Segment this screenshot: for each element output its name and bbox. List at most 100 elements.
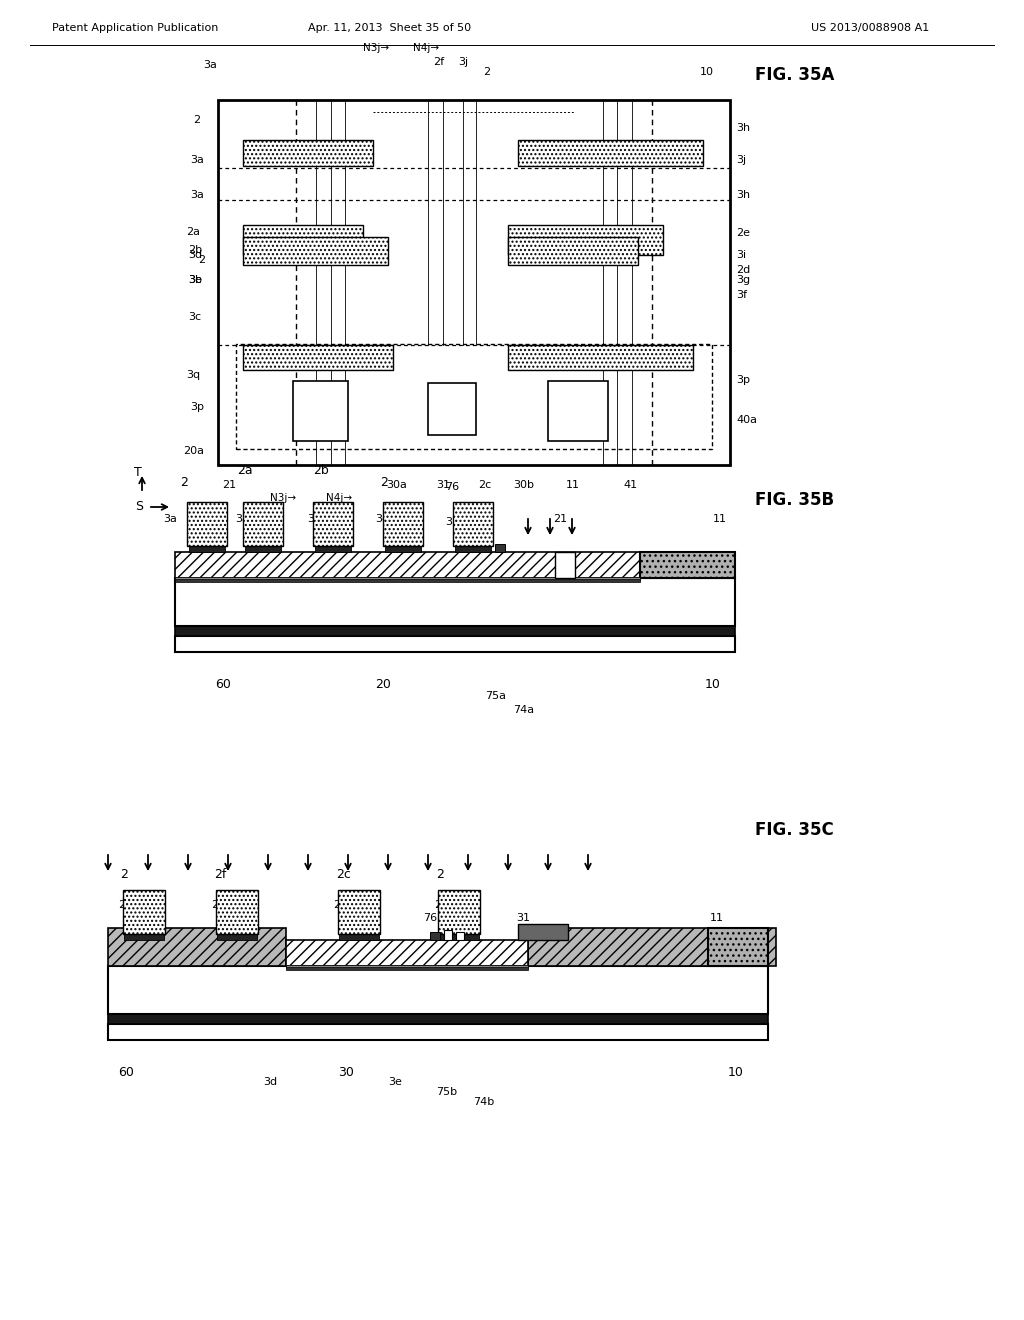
- Text: 3b: 3b: [188, 275, 202, 285]
- Text: 2: 2: [436, 869, 443, 882]
- Text: 3e: 3e: [388, 1077, 401, 1086]
- Text: 40a: 40a: [736, 414, 757, 425]
- Text: 2c: 2c: [478, 480, 492, 490]
- Text: 3h: 3h: [736, 123, 751, 133]
- Bar: [187, 502, 227, 546]
- Bar: [508, 345, 693, 370]
- Text: FIG. 35A: FIG. 35A: [755, 66, 835, 84]
- Bar: [124, 935, 164, 940]
- Text: 2: 2: [180, 475, 187, 488]
- Text: 21: 21: [553, 513, 567, 524]
- Text: 3b: 3b: [307, 513, 321, 524]
- Text: 20: 20: [375, 677, 391, 690]
- Text: 75a: 75a: [485, 690, 506, 701]
- Bar: [189, 546, 225, 552]
- Text: 2d: 2d: [736, 265, 751, 275]
- Text: 30: 30: [338, 1065, 354, 1078]
- Text: 3q: 3q: [186, 370, 200, 380]
- Bar: [548, 381, 608, 441]
- Bar: [286, 940, 528, 966]
- Bar: [555, 552, 575, 578]
- Text: 3a: 3a: [190, 190, 204, 201]
- Text: Apr. 11, 2013  Sheet 35 of 50: Apr. 11, 2013 Sheet 35 of 50: [308, 22, 472, 33]
- Text: 2f: 2f: [211, 900, 222, 909]
- Text: 3q: 3q: [460, 917, 474, 927]
- Bar: [286, 965, 528, 968]
- Text: 31: 31: [436, 480, 450, 490]
- Text: 74a: 74a: [513, 705, 535, 715]
- Text: 3a: 3a: [163, 513, 177, 524]
- Bar: [175, 552, 640, 578]
- Text: 2f: 2f: [214, 869, 226, 882]
- Text: 2c: 2c: [333, 900, 346, 909]
- Text: 11: 11: [566, 480, 580, 490]
- Bar: [430, 932, 440, 940]
- Bar: [313, 502, 353, 546]
- Bar: [708, 928, 768, 966]
- Bar: [293, 381, 348, 441]
- Text: 2b: 2b: [188, 246, 202, 255]
- Text: FIG. 35C: FIG. 35C: [755, 821, 834, 840]
- Text: 2: 2: [193, 115, 200, 125]
- Text: 3j: 3j: [736, 154, 746, 165]
- Text: 2b: 2b: [313, 463, 329, 477]
- Bar: [108, 966, 768, 1014]
- Bar: [383, 502, 423, 546]
- Text: 10: 10: [728, 1065, 743, 1078]
- Text: 3d: 3d: [188, 249, 202, 260]
- Text: 3a: 3a: [190, 154, 204, 165]
- Bar: [245, 546, 281, 552]
- Text: 2: 2: [118, 900, 125, 909]
- Text: 2: 2: [434, 900, 441, 909]
- Bar: [243, 238, 388, 265]
- Bar: [218, 100, 730, 465]
- Bar: [508, 224, 663, 255]
- Bar: [243, 502, 283, 546]
- Text: 11: 11: [713, 513, 727, 524]
- Text: 3j: 3j: [458, 57, 468, 67]
- Text: N3j→: N3j→: [362, 44, 389, 53]
- Bar: [216, 890, 258, 935]
- Bar: [217, 935, 257, 940]
- Bar: [456, 932, 464, 940]
- Bar: [385, 546, 421, 552]
- Text: 21: 21: [222, 480, 237, 490]
- Text: 2e: 2e: [736, 228, 750, 238]
- Bar: [175, 626, 735, 636]
- Text: 3c: 3c: [375, 513, 388, 524]
- Text: 3p: 3p: [190, 403, 204, 412]
- Bar: [528, 928, 776, 966]
- Bar: [339, 935, 379, 940]
- Text: Patent Application Publication: Patent Application Publication: [52, 22, 218, 33]
- Text: T: T: [134, 466, 141, 479]
- Text: 20a: 20a: [183, 446, 204, 455]
- Text: 3e: 3e: [188, 275, 202, 285]
- Text: 3g: 3g: [736, 275, 751, 285]
- Text: N4j→: N4j→: [413, 44, 439, 53]
- Text: 41: 41: [623, 480, 637, 490]
- Text: 31: 31: [516, 913, 530, 923]
- Text: 3a: 3a: [234, 513, 249, 524]
- Bar: [286, 968, 528, 970]
- Bar: [243, 345, 393, 370]
- Text: 2f: 2f: [433, 57, 444, 67]
- Bar: [438, 890, 480, 935]
- Bar: [518, 140, 703, 166]
- Text: 2a: 2a: [186, 227, 200, 238]
- Bar: [444, 931, 452, 940]
- Text: 30a: 30a: [386, 480, 407, 490]
- Text: 75b: 75b: [436, 1086, 457, 1097]
- Text: 2: 2: [380, 475, 388, 488]
- Bar: [428, 383, 476, 436]
- Bar: [455, 546, 490, 552]
- Text: 60: 60: [215, 677, 230, 690]
- Bar: [338, 890, 380, 935]
- Text: 3p: 3p: [736, 375, 750, 385]
- Text: 10: 10: [700, 67, 714, 77]
- Text: US 2013/0088908 A1: US 2013/0088908 A1: [811, 22, 929, 33]
- Bar: [175, 579, 640, 582]
- Text: 30b: 30b: [513, 480, 534, 490]
- Text: 74b: 74b: [473, 1097, 495, 1107]
- Text: 76: 76: [445, 482, 459, 492]
- Text: 76: 76: [423, 913, 437, 923]
